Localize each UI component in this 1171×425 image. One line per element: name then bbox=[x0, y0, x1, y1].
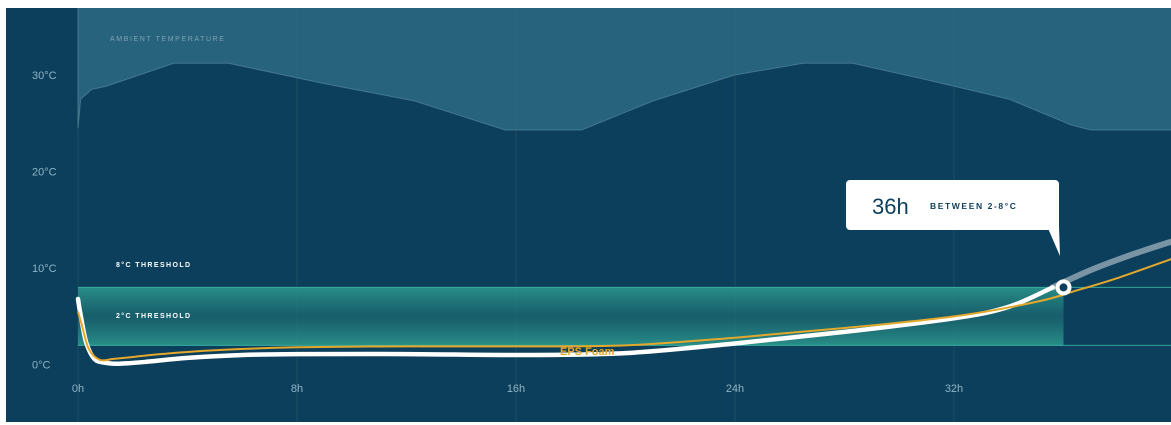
annotation-callout: 36h BETWEEN 2-8°C bbox=[846, 180, 1072, 296]
y-tick-label: 0°C bbox=[32, 360, 51, 372]
white-series-extension bbox=[1049, 238, 1171, 291]
y-tick-label: 20°C bbox=[32, 167, 57, 179]
ambient-temperature-label: AMBIENT TEMPERATURE bbox=[110, 36, 226, 43]
y-tick-label: 10°C bbox=[32, 263, 57, 275]
callout-pointer bbox=[1047, 226, 1060, 256]
ambient-temperature-area bbox=[77, 8, 1171, 131]
y-axis-ticks: 0°C 10°C 20°C 30°C bbox=[32, 70, 57, 372]
eps-foam-label: EPS Foam bbox=[560, 346, 615, 358]
x-tick-label: 8h bbox=[291, 383, 303, 395]
x-tick-label: 0h bbox=[72, 383, 84, 395]
threshold-2-label: 2°C THRESHOLD bbox=[116, 312, 191, 320]
chart-svg: AMBIENT TEMPERATURE 8°C THRESHOLD 2°C TH… bbox=[32, 8, 1171, 422]
x-axis-ticks: 0h 8h 16h 24h 32h bbox=[72, 383, 963, 395]
white-series-line bbox=[75, 285, 1055, 367]
chart: AMBIENT TEMPERATURE 8°C THRESHOLD 2°C TH… bbox=[6, 8, 1171, 422]
eps-foam-line bbox=[77, 258, 1171, 362]
annotation-marker-center bbox=[1059, 283, 1068, 292]
x-tick-label: 24h bbox=[726, 383, 744, 395]
threshold-8-label: 8°C THRESHOLD bbox=[116, 261, 191, 269]
callout-value: 36h bbox=[872, 194, 909, 219]
callout-text: BETWEEN 2-8°C bbox=[930, 201, 1017, 211]
threshold-band bbox=[78, 287, 1064, 346]
y-tick-label: 30°C bbox=[32, 70, 57, 82]
x-tick-label: 32h bbox=[945, 383, 963, 395]
x-tick-label: 16h bbox=[507, 383, 525, 395]
callout-box bbox=[846, 180, 1059, 230]
